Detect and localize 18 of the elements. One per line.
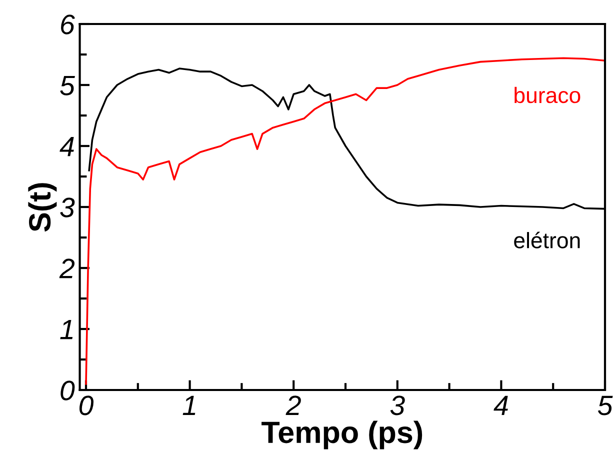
x-tick-label: 0 — [79, 396, 94, 416]
y-axis-title: S(t) — [28, 183, 57, 232]
y-tick-label: 6 — [61, 14, 75, 34]
x-tick-label: 5 — [598, 396, 613, 416]
x-tick-label: 3 — [390, 396, 405, 416]
y-tick-label: 2 — [59, 258, 75, 278]
y-tick-label: 0 — [60, 380, 75, 400]
y-tick-label: 3 — [60, 198, 75, 218]
x-tick-label: 4 — [494, 396, 508, 415]
x-tick-label: 1 — [182, 396, 196, 415]
x-axis-title: Tempo (ps) — [262, 420, 422, 450]
y-tick-label: 5 — [60, 76, 75, 96]
line-series — [85, 57, 605, 385]
y-tick-label: 1 — [60, 320, 73, 340]
series-label: elétron — [514, 232, 580, 248]
x-tick-label: 2 — [286, 396, 301, 415]
y-tick-label: 4 — [60, 136, 74, 156]
series-label: buraco — [514, 86, 580, 104]
